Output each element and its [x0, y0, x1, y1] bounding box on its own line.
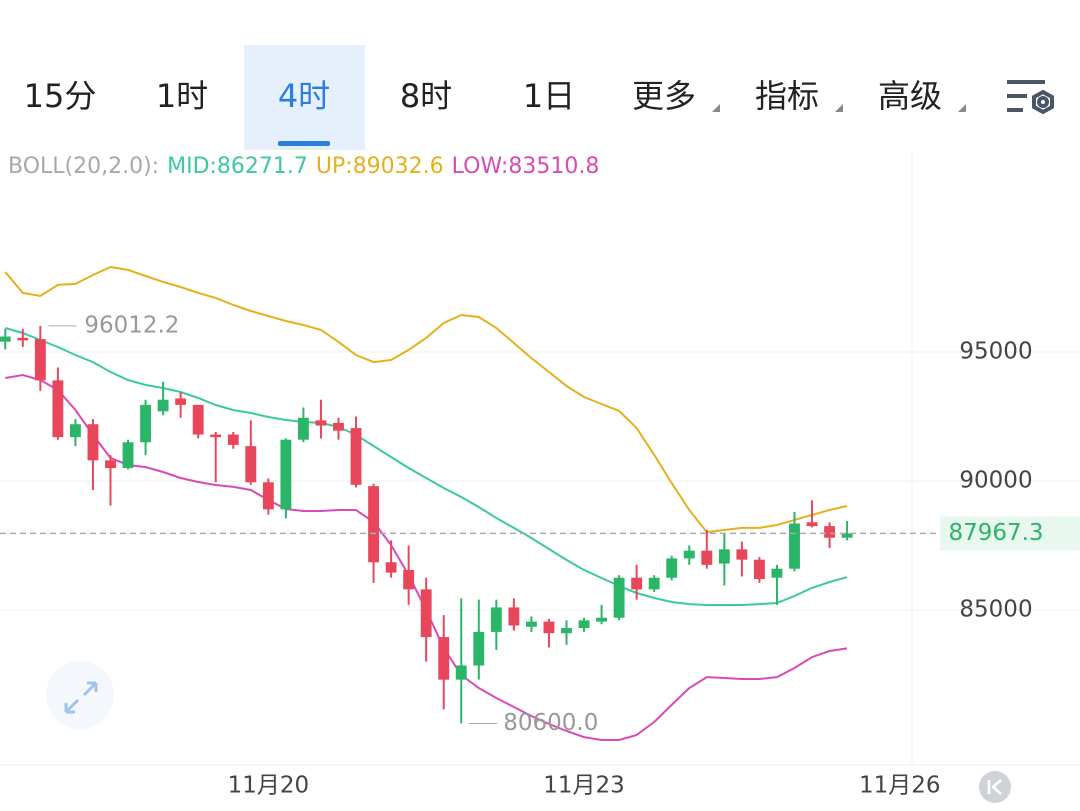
- legend-entry: UP:89032.6: [316, 154, 444, 179]
- candle-body: [385, 562, 397, 573]
- candle-body: [52, 380, 64, 438]
- candle-body: [578, 620, 590, 629]
- candle-body: [262, 482, 274, 510]
- indicator-name: BOLL(20,2.0):: [8, 154, 159, 179]
- x-tick-label: 11月20: [228, 773, 310, 799]
- y-tick-label: 90000: [959, 467, 1032, 493]
- candle-body: [227, 434, 239, 445]
- candle-body: [157, 399, 169, 412]
- candle-body: [841, 533, 853, 538]
- candle-body: [87, 424, 99, 461]
- candle-body: [455, 665, 467, 680]
- candle-body: [543, 621, 555, 634]
- x-tick-label: 11月23: [543, 773, 625, 799]
- indicator-legend: BOLL(20,2.0): MID:86271.7 UP:89032.6 LOW:83…: [8, 154, 599, 179]
- candle-body: [508, 607, 520, 626]
- indicator-line: [4, 265, 848, 534]
- high-marker-label: 96012.2: [84, 312, 179, 338]
- candle-body: [490, 607, 502, 632]
- candle-body: [701, 550, 713, 565]
- current-price-tag: [940, 516, 1080, 551]
- legend-entry: LOW:83510.8: [452, 154, 600, 179]
- current-price-label: 87967.3: [948, 520, 1043, 546]
- dropdown-caret: [958, 104, 966, 112]
- candle-body: [368, 486, 380, 563]
- tab-label[interactable]: 8时: [400, 77, 452, 115]
- candle-body: [438, 637, 450, 680]
- selected-tab-underline: [278, 141, 330, 146]
- candle-body: [753, 559, 765, 580]
- timeframe-tabs: 15分 1时 4时 8时 1日 更多 指标 高级: [24, 45, 1054, 150]
- legend-entry: MID:86271.7: [167, 154, 308, 179]
- candle-body: [666, 558, 678, 578]
- candle-body: [140, 404, 152, 443]
- dropdown-caret: [835, 104, 843, 112]
- tab-label[interactable]: 高级: [878, 77, 942, 115]
- candle-body: [789, 523, 800, 569]
- y-tick-label: 95000: [959, 338, 1032, 364]
- candle-body: [736, 549, 748, 560]
- candle-body: [315, 420, 327, 426]
- candle-body: [718, 549, 730, 564]
- candle-body: [210, 434, 222, 438]
- selected-tab-bg: [244, 45, 365, 150]
- tab-label[interactable]: 1时: [156, 77, 208, 115]
- candle-body: [192, 404, 204, 435]
- candle-body: [175, 398, 187, 405]
- candle-body: [297, 417, 309, 440]
- candle-body: [771, 568, 783, 578]
- settings-icon[interactable]: [1007, 80, 1054, 115]
- candle-body: [403, 570, 415, 590]
- indicator-line: [5, 327, 848, 606]
- candle-body: [683, 550, 695, 559]
- candle-body: [525, 621, 537, 627]
- chart: BOLL(20,2.0): MID:86271.7 UP:89032.6 LOW:83…: [0, 150, 1080, 803]
- candle-body: [596, 617, 608, 622]
- y-tick-label: 85000: [959, 596, 1032, 622]
- tab-label[interactable]: 1日: [523, 77, 575, 115]
- candle-body: [648, 577, 660, 590]
- candle-body: [17, 337, 29, 341]
- expand-button[interactable]: [46, 661, 114, 729]
- candle-body: [473, 631, 485, 666]
- candle-body: [613, 577, 625, 618]
- candle-body: [806, 522, 818, 527]
- candle-body: [280, 439, 292, 510]
- candle-body: [122, 442, 134, 469]
- candle-body: [34, 339, 46, 381]
- candle-body: [105, 460, 116, 469]
- candle-body: [0, 336, 11, 342]
- tab-label[interactable]: 指标: [755, 77, 819, 115]
- candle-body: [69, 424, 81, 438]
- low-marker-label: 80600.0: [503, 710, 598, 736]
- candle-body: [333, 422, 344, 431]
- candle-body: [420, 589, 432, 638]
- tab-label[interactable]: 4时: [278, 77, 330, 115]
- tab-label[interactable]: 更多: [632, 77, 696, 115]
- tab-label[interactable]: 15分: [24, 77, 97, 115]
- candle-body: [350, 428, 362, 485]
- x-tick-label: 11月26: [859, 773, 941, 799]
- dropdown-caret: [712, 104, 720, 112]
- scroll-end-button[interactable]: [979, 771, 1011, 803]
- candle-body: [631, 577, 643, 590]
- candle-body: [245, 446, 257, 483]
- candle-body: [561, 628, 572, 634]
- candle-body: [824, 526, 836, 538]
